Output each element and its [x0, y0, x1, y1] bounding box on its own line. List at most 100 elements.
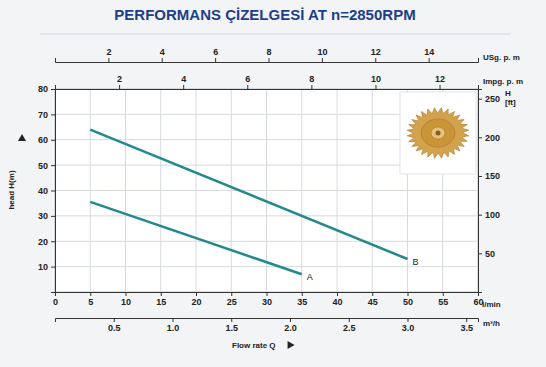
tick-label: 20 — [38, 237, 48, 247]
tick-mark — [478, 215, 482, 216]
axis-line — [56, 319, 479, 323]
tick-label: 8 — [309, 74, 314, 84]
title-rule — [40, 34, 510, 35]
tick-mark — [290, 318, 291, 322]
tick-mark — [478, 292, 479, 296]
grid — [55, 89, 478, 292]
tick-label: 0.5 — [108, 323, 121, 333]
tick-mark — [375, 85, 376, 89]
series-label: B — [413, 257, 419, 267]
tick-mark — [478, 176, 482, 177]
tick-mark — [51, 191, 55, 192]
tick: 4 — [160, 47, 165, 62]
tick: 35 — [297, 292, 307, 307]
axis-line — [56, 85, 479, 90]
tick-label: 2.0 — [284, 323, 297, 333]
tick: 50 — [403, 292, 413, 307]
tick-mark — [302, 292, 303, 296]
tick-mark — [269, 58, 270, 62]
tick: 3.0 — [402, 318, 415, 333]
tick: 40 — [332, 292, 342, 307]
tick-mark — [108, 58, 109, 62]
tick: 1.5 — [225, 318, 238, 333]
impeller-image — [400, 92, 476, 174]
tick: 25 — [227, 292, 237, 307]
axis-unit-label: l/min — [482, 300, 501, 309]
tick: 8 — [266, 47, 271, 62]
axis: 2468101214 — [56, 47, 479, 63]
tick-mark — [443, 292, 444, 296]
tick-mark — [408, 292, 409, 296]
tick-mark — [196, 292, 197, 296]
axis: 50100150200250 — [478, 90, 500, 293]
tick: 10 — [371, 74, 381, 89]
tick-mark — [478, 253, 482, 254]
tick-mark — [478, 99, 482, 100]
tick-mark — [215, 58, 216, 62]
tick-mark — [51, 267, 55, 268]
tick-label: 150 — [485, 171, 500, 181]
grid-line — [55, 241, 478, 242]
axis: 24681012 — [56, 74, 479, 90]
series-label: A — [307, 272, 313, 282]
tick-mark — [349, 318, 350, 322]
tick-mark — [408, 318, 409, 322]
tick-mark — [247, 85, 248, 89]
tick: 10 — [317, 47, 327, 62]
axis-arrow — [288, 341, 295, 349]
tick-mark — [478, 137, 482, 138]
tick: 2 — [117, 74, 122, 89]
tick-label: 40 — [38, 186, 48, 196]
tick-label: 1.5 — [225, 323, 238, 333]
tick-label: 20 — [191, 297, 201, 307]
tick-label: 1.0 — [167, 323, 180, 333]
tick-mark — [375, 58, 376, 62]
tick-label: 50 — [485, 249, 495, 259]
tick-mark — [55, 292, 56, 296]
tick: 150 — [478, 171, 500, 181]
tick-label: 10 — [38, 262, 48, 272]
tick-mark — [51, 89, 55, 90]
tick: 0.5 — [108, 318, 121, 333]
tick-mark — [311, 85, 312, 89]
axis-title: Flow rate Q — [232, 341, 276, 350]
tick-label: 100 — [485, 210, 500, 220]
tick: 1.0 — [167, 318, 180, 333]
tick-label: 70 — [38, 110, 48, 120]
tick-mark — [337, 292, 338, 296]
tick: 20 — [191, 292, 201, 307]
tick: 4 — [181, 74, 186, 89]
axis-line — [479, 90, 483, 293]
tick-mark — [162, 58, 163, 62]
grid-line — [55, 190, 478, 191]
tick-label: 14 — [424, 47, 434, 57]
title: PERFORMANS ÇİZELGESİ AT n=2850RPM — [114, 6, 415, 23]
plot-area — [55, 89, 478, 292]
axis-arrow — [18, 134, 26, 141]
tick-mark — [90, 292, 91, 296]
tick-label: 45 — [368, 297, 378, 307]
series-line — [90, 130, 407, 259]
tick-label: 3.0 — [402, 323, 415, 333]
background — [0, 0, 546, 367]
tick-mark — [126, 292, 127, 296]
tick: 30 — [262, 292, 272, 307]
axis-title: head H(m) — [7, 170, 16, 209]
tick-label: 40 — [332, 297, 342, 307]
tick-label: 10 — [371, 74, 381, 84]
tick-mark — [372, 292, 373, 296]
axis: 1020304050607080 — [38, 84, 56, 292]
tick: 12 — [371, 47, 381, 62]
grid-line — [55, 215, 478, 216]
tick-mark — [51, 140, 55, 141]
tick-label: 10 — [317, 47, 327, 57]
tick-label: 10 — [121, 297, 131, 307]
tick: 80 — [38, 84, 55, 94]
tick-mark — [322, 58, 323, 62]
tick: 3.5 — [460, 318, 473, 333]
tick: 100 — [478, 210, 500, 220]
tick-label: 4 — [160, 47, 165, 57]
axis-unit-label: Impg. p. m — [483, 77, 523, 86]
tick: 60 — [38, 135, 55, 145]
series-line — [90, 202, 302, 274]
